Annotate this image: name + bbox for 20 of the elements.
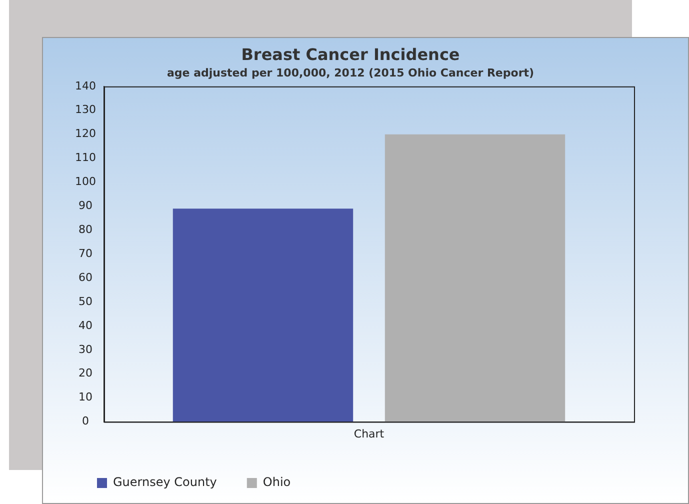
chart-subtitle: age adjusted per 100,000, 2012 (2015 Ohio Cancer Report) — [166, 66, 534, 80]
y-tick-label: 120 — [75, 127, 96, 140]
y-tick-label: 100 — [75, 175, 96, 188]
chart-title: Breast Cancer Incidence — [241, 44, 460, 64]
y-tick-label: 90 — [78, 199, 92, 212]
y-tick-label: 0 — [82, 414, 89, 428]
y-tick-label: 60 — [78, 270, 92, 284]
y-tick-label: 70 — [78, 246, 92, 260]
y-tick-label: 140 — [75, 79, 96, 92]
y-tick-label: 130 — [75, 103, 96, 116]
y-tick-label: 40 — [78, 318, 92, 332]
y-tick-label: 110 — [75, 151, 96, 164]
y-tick-label: 30 — [78, 342, 92, 356]
y-tick-label: 80 — [78, 223, 92, 236]
legend-label: Ohio — [262, 475, 291, 490]
legend-label: Guernsey County — [113, 475, 217, 490]
x-tick-label: Chart — [354, 427, 385, 440]
y-tick-label: 10 — [78, 390, 92, 404]
y-tick-label: 20 — [78, 366, 92, 380]
y-tick-label: 50 — [78, 294, 92, 308]
